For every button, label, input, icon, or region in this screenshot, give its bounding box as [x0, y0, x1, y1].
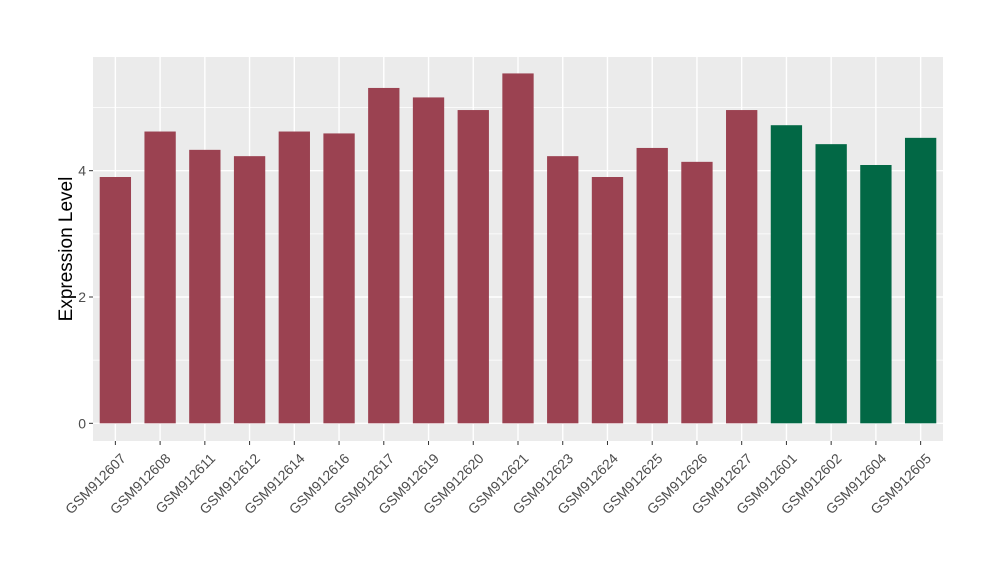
y-axis-ticks: 0 2 4	[78, 163, 93, 431]
bar-GSM912617	[368, 87, 400, 424]
y-tick-label: 2	[78, 289, 86, 305]
bars	[99, 73, 937, 424]
bar-GSM912607	[99, 177, 132, 424]
y-axis-title: Expression Level	[56, 177, 77, 322]
bar-GSM912621	[502, 73, 534, 424]
bar-GSM912619	[412, 97, 445, 424]
bar-GSM912625	[636, 147, 668, 424]
bar-GSM912608	[144, 131, 176, 424]
x-axis-ticks: GSM912607GSM912608GSM912611GSM912612GSM9…	[62, 441, 934, 517]
bar-GSM912627	[726, 110, 758, 424]
bar-GSM912612	[233, 156, 266, 424]
y-tick-label: 4	[78, 163, 86, 179]
bar-GSM912620	[457, 110, 489, 424]
bar-GSM912604	[860, 165, 892, 424]
bar-GSM912614	[278, 131, 310, 424]
bar-GSM912626	[681, 161, 713, 424]
bar-GSM912601	[770, 125, 803, 424]
bar-GSM912602	[815, 144, 847, 424]
bar-GSM912624	[591, 177, 624, 424]
bar-GSM912616	[323, 133, 355, 424]
bar-GSM912605	[904, 137, 937, 424]
bar-GSM912611	[189, 149, 221, 424]
y-tick-label: 0	[78, 415, 86, 431]
bar-GSM912623	[547, 156, 579, 424]
